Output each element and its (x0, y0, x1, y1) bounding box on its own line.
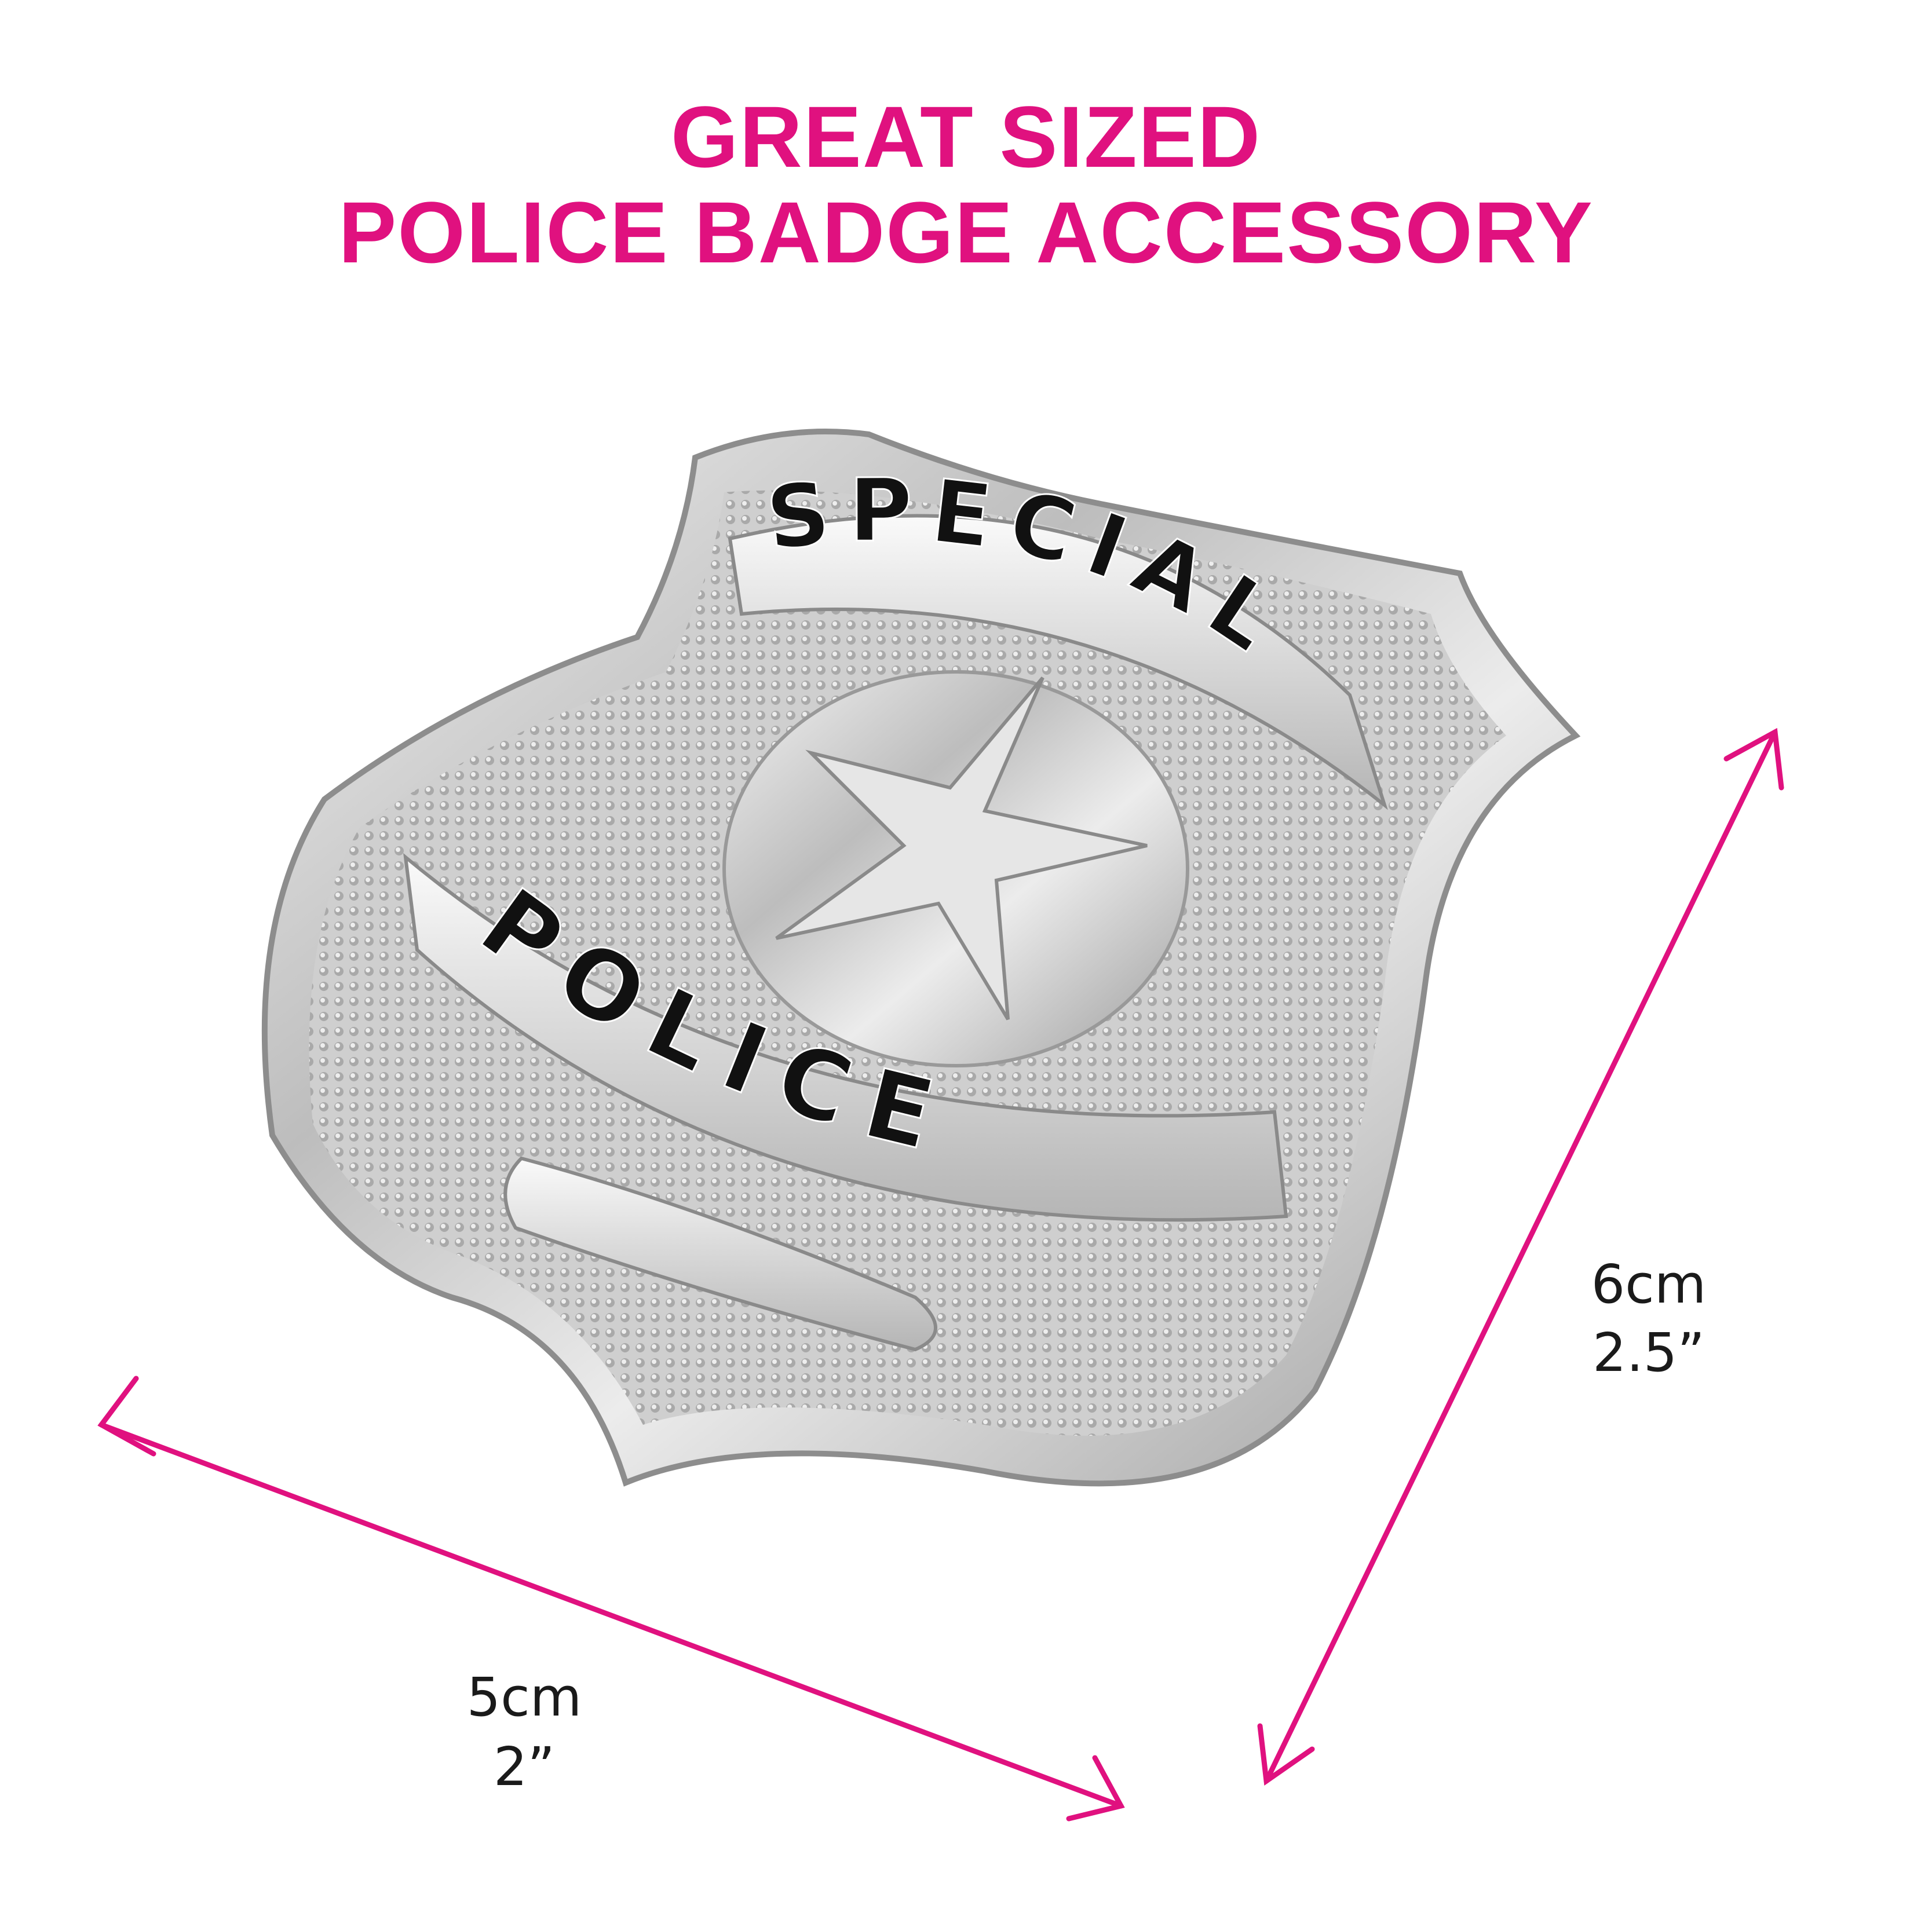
width-metric-label: 5cm (466, 1666, 582, 1728)
width-imperial-label: 2” (493, 1736, 556, 1798)
badge: SPECIAL POLICE (261, 429, 1581, 1487)
bar-plate (503, 1156, 937, 1352)
height-arrow (1257, 727, 1784, 1786)
star-icon (775, 676, 1148, 1021)
height-metric-label: 6cm (1591, 1253, 1707, 1315)
width-arrow (97, 1376, 1125, 1822)
ribbon-bottom (403, 853, 1288, 1222)
title-line-1: GREAT SIZED (670, 88, 1262, 185)
title-line-2: POLICE BADGE ACCESSORY (338, 184, 1594, 281)
ribbon-top (728, 514, 1388, 810)
height-imperial-label: 2.5” (1593, 1322, 1705, 1384)
